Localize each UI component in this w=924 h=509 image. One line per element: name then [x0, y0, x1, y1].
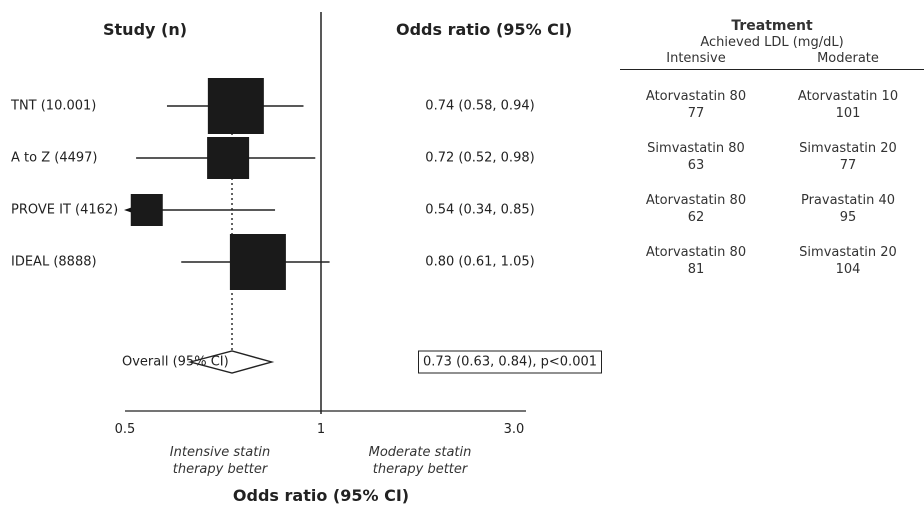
moderate-drug: Simvastatin 20 [799, 245, 897, 260]
odds-ratio-tnt: 0.74 (0.58, 0.94) [425, 98, 535, 114]
point-estimate-square [207, 137, 250, 179]
treatment-subtitle: Achieved LDL (mg/dL) [700, 35, 844, 50]
study-label-prove-it: PROVE IT (4162) [11, 202, 119, 218]
intensive-ldl: 77 [687, 106, 705, 121]
x-tick-label-3-0: 3.0 [503, 422, 525, 437]
overall-diamond [187, 350, 275, 374]
moderate-ldl: 77 [839, 158, 857, 173]
moderate-cell: Simvastatin 20 77 [772, 140, 924, 174]
intensive-column-header: Intensive [666, 51, 726, 66]
intensive-cell: Simvastatin 80 63 [620, 140, 772, 174]
treatment-row: Atorvastatin 80 81 Simvastatin 20 104 [620, 244, 924, 278]
overall-label: Overall (95% CI) [122, 354, 229, 370]
point-estimate-square [207, 78, 264, 134]
overall-odds-ratio-box: 0.73 (0.63, 0.84), p<0.001 [418, 350, 603, 374]
treatment-row: Simvastatin 80 63 Simvastatin 20 77 [620, 140, 924, 174]
moderate-drug: Atorvastatin 10 [797, 89, 899, 104]
moderate-drug: Pravastatin 40 [800, 193, 896, 208]
intensive-drug: Atorvastatin 80 [645, 245, 747, 260]
odds-ratio-ideal: 0.80 (0.61, 1.05) [425, 254, 535, 270]
study-label-a-to-z: A to Z (4497) [11, 150, 98, 166]
point-estimate-square [130, 194, 163, 226]
moderate-drug: Simvastatin 20 [799, 141, 897, 156]
moderate-column-header: Moderate [817, 51, 879, 66]
intensive-cell: Atorvastatin 80 62 [620, 192, 772, 226]
intensive-ldl: 81 [687, 262, 705, 277]
treatment-row: Atorvastatin 80 62 Pravastatin 40 95 [620, 192, 924, 226]
x-tick-label-0-5: 0.5 [114, 422, 136, 437]
odds-ratio-a-to-z: 0.72 (0.52, 0.98) [425, 150, 535, 166]
treatment-title: Treatment [731, 18, 813, 34]
moderate-cell: Simvastatin 20 104 [772, 244, 924, 278]
favors-intensive-caption: Intensive statin therapy better [169, 445, 271, 477]
treatment-table: Treatment Achieved LDL (mg/dL) Intensive… [620, 18, 924, 277]
x-tick-label-1: 1 [316, 422, 326, 437]
intensive-ldl: 63 [687, 158, 705, 173]
favors-moderate-caption: Moderate statin therapy better [368, 445, 472, 477]
study-label-tnt: TNT (10.001) [11, 98, 97, 114]
intensive-drug: Atorvastatin 80 [645, 193, 747, 208]
moderate-ldl: 104 [835, 262, 861, 277]
odds-ratio-column-header: Odds ratio (95% CI) [396, 20, 573, 39]
treatment-row: Atorvastatin 80 77 Atorvastatin 10 101 [620, 88, 924, 122]
treatment-column-headers: Intensive Moderate [620, 51, 924, 70]
odds-ratio-prove-it: 0.54 (0.34, 0.85) [425, 202, 535, 218]
moderate-ldl: 95 [839, 210, 857, 225]
moderate-cell: Pravastatin 40 95 [772, 192, 924, 226]
intensive-drug: Atorvastatin 80 [645, 89, 747, 104]
study-label-ideal: IDEAL (8888) [11, 254, 97, 270]
intensive-cell: Atorvastatin 80 81 [620, 244, 772, 278]
x-axis-title: Odds ratio (95% CI) [232, 486, 410, 505]
point-estimate-square [229, 234, 286, 290]
moderate-cell: Atorvastatin 10 101 [772, 88, 924, 122]
intensive-ldl: 62 [687, 210, 705, 225]
moderate-ldl: 101 [835, 106, 861, 121]
study-column-header: Study (n) [103, 20, 188, 39]
intensive-drug: Simvastatin 80 [647, 141, 745, 156]
intensive-cell: Atorvastatin 80 77 [620, 88, 772, 122]
